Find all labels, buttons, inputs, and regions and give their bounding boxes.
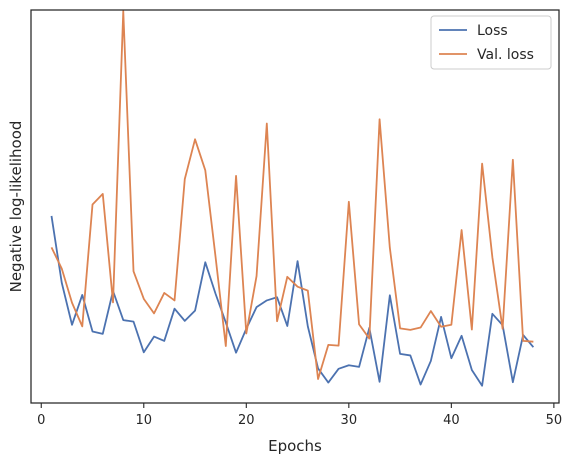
legend-label: Loss [477,23,508,39]
series-lines [50,10,535,387]
plot-frame [30,9,560,404]
x-tick-label: 20 [238,413,255,428]
x-tick-label: 50 [546,413,563,428]
x-tick-label: 40 [443,413,460,428]
series-line-val-loss [50,10,534,380]
x-tick-label: 0 [37,413,45,428]
x-axis-ticks: 0 10 20 30 40 50 [37,403,562,428]
x-tick-label: 30 [341,413,358,428]
legend-label: Val. loss [477,47,534,63]
legend: Loss Val. loss [430,15,552,70]
x-tick-label: 10 [136,413,153,428]
x-axis-label: Epochs [268,437,322,455]
series-line-loss [50,215,535,387]
y-axis-label: Negative log-likelihood [7,121,25,293]
